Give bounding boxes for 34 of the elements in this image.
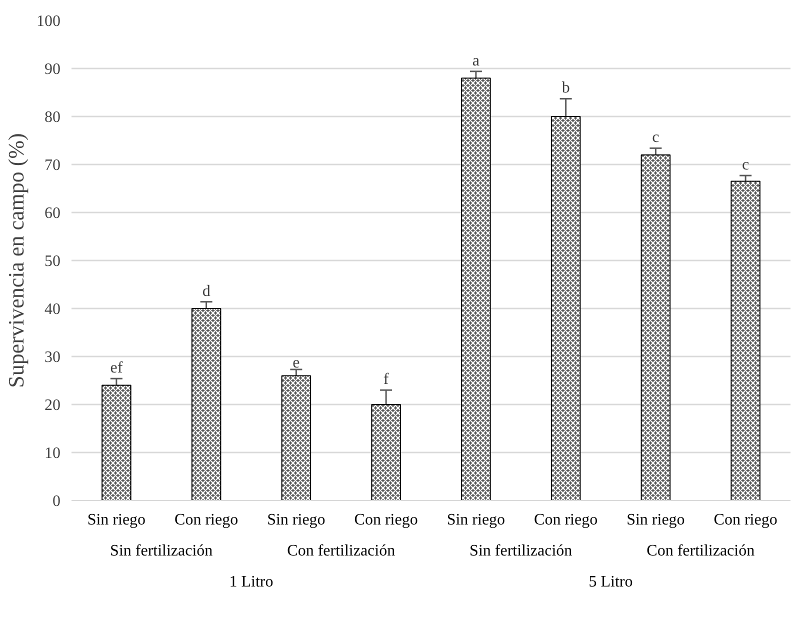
- data-label: b: [562, 80, 570, 97]
- data-label: e: [292, 354, 300, 372]
- text: Sin fertilización: [110, 542, 213, 560]
- text: Sin fertilización: [470, 542, 572, 560]
- data-label: f: [383, 371, 390, 388]
- y-tick-label: 80: [44, 109, 60, 126]
- y-tick-label: 50: [44, 253, 60, 270]
- data-label: a: [472, 52, 480, 70]
- text: 5 Litro: [588, 574, 633, 590]
- x-tick-label: Sin riego: [267, 512, 326, 528]
- text: Con fertilización: [287, 542, 396, 560]
- y-tick-label: 60: [44, 205, 60, 222]
- y-tick-label: 10: [44, 445, 60, 462]
- x-tick-label: Con riego: [174, 512, 238, 528]
- data-label: d: [202, 282, 210, 300]
- data-label: ef: [110, 360, 124, 377]
- y-tick-label: 100: [36, 13, 60, 30]
- x-tick-label: Sin riego: [626, 512, 685, 528]
- x-tick-label: Con riego: [534, 512, 598, 528]
- data-label: c: [652, 129, 660, 146]
- y-tick-label: 0: [52, 493, 60, 510]
- y-axis-title: Supervivencia en campo (%): [4, 133, 28, 388]
- text: Con fertilización: [646, 542, 755, 560]
- x-tick-label: Sin riego: [446, 512, 506, 528]
- y-tick-label: 30: [44, 349, 60, 366]
- y-tick-label: 40: [44, 301, 60, 318]
- x-tick-label: Con riego: [714, 512, 778, 528]
- x-tick-label: Con riego: [354, 512, 418, 528]
- y-tick-label: 70: [44, 157, 60, 174]
- text: 1 Litro: [229, 574, 274, 590]
- y-tick-label: 20: [44, 397, 60, 414]
- x-tick-label: Sin riego: [87, 512, 146, 528]
- data-label: c: [742, 156, 750, 174]
- y-tick-label: 90: [44, 61, 60, 78]
